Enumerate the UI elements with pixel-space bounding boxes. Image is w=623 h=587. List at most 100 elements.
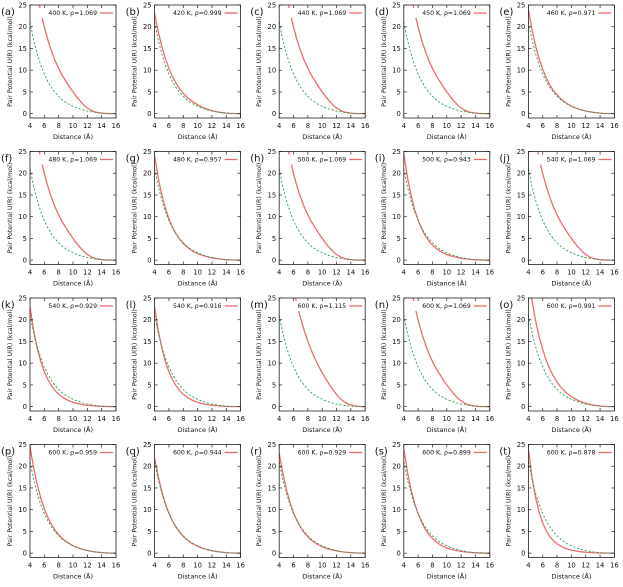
x-tick-label: 16 xyxy=(112,269,121,277)
y-tick-label: 25 xyxy=(143,1,152,9)
y-tick-label: 5 xyxy=(272,381,276,389)
x-axis-label: Distance (Å) xyxy=(427,425,467,434)
plot-area xyxy=(154,306,241,408)
legend-label: 480 K, ρ=0.957 xyxy=(173,157,222,164)
y-tick-label: 20 xyxy=(268,316,277,324)
y-tick-label: 10 xyxy=(392,506,401,514)
y-tick-label: 10 xyxy=(18,213,27,221)
y-tick-label: 0 xyxy=(272,550,276,558)
fitted-curve xyxy=(287,5,366,115)
y-axis-label: Pair Potential U(R) (kcal/mol) xyxy=(505,163,512,254)
legend-background xyxy=(411,8,489,18)
legend: 600 K, ρ=0.929 xyxy=(287,447,365,458)
fitted-curve xyxy=(287,151,366,261)
y-tick-label: 25 xyxy=(18,148,27,156)
panel-c: (c)Pair Potential U(R) (kcal/mol) Distanc… xyxy=(250,1,369,141)
legend-background xyxy=(162,154,240,165)
y-tick-label: 15 xyxy=(517,191,526,199)
y-tick-label: 5 xyxy=(23,88,27,96)
y-tick-label: 0 xyxy=(147,403,151,411)
legend-label: 600 K, ρ=0.991 xyxy=(547,303,596,310)
x-tick-label: 12 xyxy=(208,122,217,130)
x-tick-label: 16 xyxy=(610,269,619,277)
y-tick-label: 0 xyxy=(521,257,525,265)
reference-curve xyxy=(154,22,241,115)
legend-label: 600 K, ρ=0.929 xyxy=(298,450,347,457)
x-tick-label: 14 xyxy=(97,562,106,570)
reference-curve xyxy=(528,168,615,261)
x-tick-label: 6 xyxy=(42,562,46,570)
y-axis-label: Pair Potential U(R) (kcal/mol) xyxy=(505,16,512,107)
x-tick-label: 4 xyxy=(277,562,281,570)
y-tick-label: 25 xyxy=(18,1,27,9)
legend-label: 540 K, ρ=0.929 xyxy=(48,303,97,310)
y-tick-label: 25 xyxy=(392,441,401,449)
y-tick-label: 10 xyxy=(517,213,526,221)
x-tick-label: 4 xyxy=(526,269,530,277)
x-tick-label: 6 xyxy=(541,415,545,423)
panel-letter: (t) xyxy=(499,447,511,458)
legend: 600 K, ρ=0.899 xyxy=(411,447,489,458)
reference-curve xyxy=(30,22,116,115)
legend-background xyxy=(287,154,365,165)
x-tick-label: 4 xyxy=(28,269,32,277)
x-tick-label: 12 xyxy=(332,269,341,277)
y-tick-label: 15 xyxy=(517,338,526,346)
fitted-curve xyxy=(154,457,241,554)
y-tick-label: 25 xyxy=(268,1,277,9)
y-axis-label: Pair Potential U(R) (kcal/mol) xyxy=(7,309,14,400)
reference-curve xyxy=(403,168,490,261)
y-tick-label: 15 xyxy=(143,191,152,199)
y-axis-label: Pair Potential U(R) (kcal/mol) xyxy=(7,456,14,547)
y-tick-label: 25 xyxy=(143,441,152,449)
legend-background xyxy=(162,447,240,458)
x-tick-label: 16 xyxy=(112,562,121,570)
x-tick-label: 10 xyxy=(69,122,78,130)
x-tick-label: 4 xyxy=(526,562,530,570)
x-tick-label: 4 xyxy=(152,415,156,423)
legend-background xyxy=(38,154,115,165)
reference-curve xyxy=(403,461,490,554)
y-axis-label: Pair Potential U(R) (kcal/mol) xyxy=(256,456,263,547)
fitted-curve xyxy=(154,13,241,115)
reference-curve xyxy=(279,22,366,115)
y-tick-label: 0 xyxy=(23,110,27,118)
x-tick-label: 12 xyxy=(581,269,590,277)
x-axis-label: Distance (Å) xyxy=(53,572,93,581)
y-tick-label: 20 xyxy=(143,463,152,471)
panel-letter: (f) xyxy=(1,154,12,165)
y-tick-label: 0 xyxy=(521,403,525,411)
plot-area xyxy=(30,306,116,408)
x-tick-label: 14 xyxy=(471,415,480,423)
reference-curve xyxy=(403,22,490,115)
fitted-curve xyxy=(403,448,490,554)
x-tick-label: 12 xyxy=(457,122,466,130)
x-axis-label: Distance (Å) xyxy=(302,572,342,581)
panel-l: (l)Pair Potential U(R) (kcal/mol) Distanc… xyxy=(126,294,245,434)
legend-background xyxy=(536,447,614,458)
x-tick-label: 14 xyxy=(347,122,356,130)
y-axis-label: Pair Potential U(R) (kcal/mol) xyxy=(256,16,263,107)
x-tick-label: 4 xyxy=(277,269,281,277)
legend-label: 600 K, ρ=0.878 xyxy=(547,450,596,457)
x-tick-label: 4 xyxy=(277,415,281,423)
legend: 540 K, ρ=0.916 xyxy=(162,301,240,311)
reference-curve xyxy=(154,461,241,554)
x-tick-label: 6 xyxy=(167,415,171,423)
y-tick-label: 5 xyxy=(396,88,400,96)
legend-label: 440 K, ρ=1.069 xyxy=(298,10,347,17)
panel-r: (r)Pair Potential U(R) (kcal/mol) Distanc… xyxy=(250,441,369,581)
x-tick-label: 16 xyxy=(485,269,494,277)
y-tick-label: 10 xyxy=(268,67,277,75)
x-tick-label: 12 xyxy=(83,415,92,423)
legend-background xyxy=(536,8,614,18)
y-tick-label: 0 xyxy=(521,550,525,558)
x-tick-label: 4 xyxy=(277,122,281,130)
y-axis-label: Pair Potential U(R) (kcal/mol) xyxy=(132,456,139,547)
y-tick-label: 10 xyxy=(18,360,27,368)
y-tick-label: 0 xyxy=(147,110,151,118)
x-tick-label: 10 xyxy=(69,415,78,423)
y-tick-label: 5 xyxy=(147,235,151,243)
x-tick-label: 10 xyxy=(69,562,78,570)
x-tick-label: 10 xyxy=(318,122,327,130)
